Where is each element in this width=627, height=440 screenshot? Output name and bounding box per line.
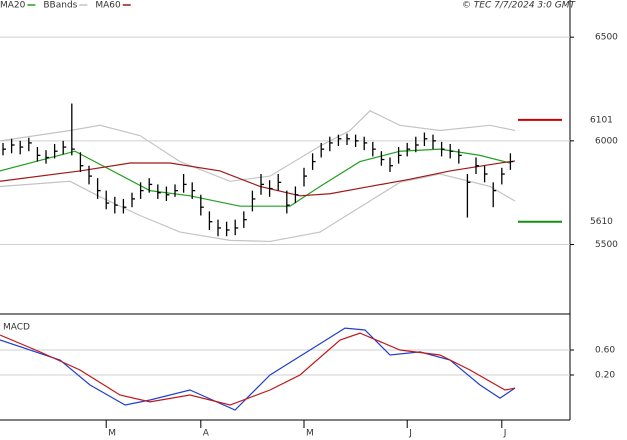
x-tick-label: A <box>203 429 210 439</box>
x-tick-label: M <box>108 429 116 439</box>
macd-line <box>0 327 516 411</box>
y-tick-label: 0.60 <box>595 346 615 356</box>
x-tick-label: J <box>408 429 412 439</box>
x-tick-label: M <box>306 429 314 439</box>
macd-title: MACD <box>3 323 30 333</box>
y-tick-label: 5500 <box>595 240 618 250</box>
source: © TEC 7/7/2024 3:0 GMT <box>462 1 577 11</box>
y-tick-label: 0.20 <box>595 371 615 381</box>
series-line <box>0 148 511 207</box>
series-line <box>0 160 516 197</box>
y-tick-label: 6500 <box>595 33 618 43</box>
x-tick-label: J <box>503 429 507 439</box>
legend-label: MA60 <box>95 1 121 11</box>
legend-label: MA20 <box>0 1 26 11</box>
y-tick-label: 6000 <box>595 136 618 146</box>
level-label: 5610 <box>590 217 613 227</box>
series-line <box>0 110 516 182</box>
level-label: 6101 <box>590 115 613 125</box>
legend-label: BBands <box>43 1 77 11</box>
macd-line <box>0 332 516 406</box>
